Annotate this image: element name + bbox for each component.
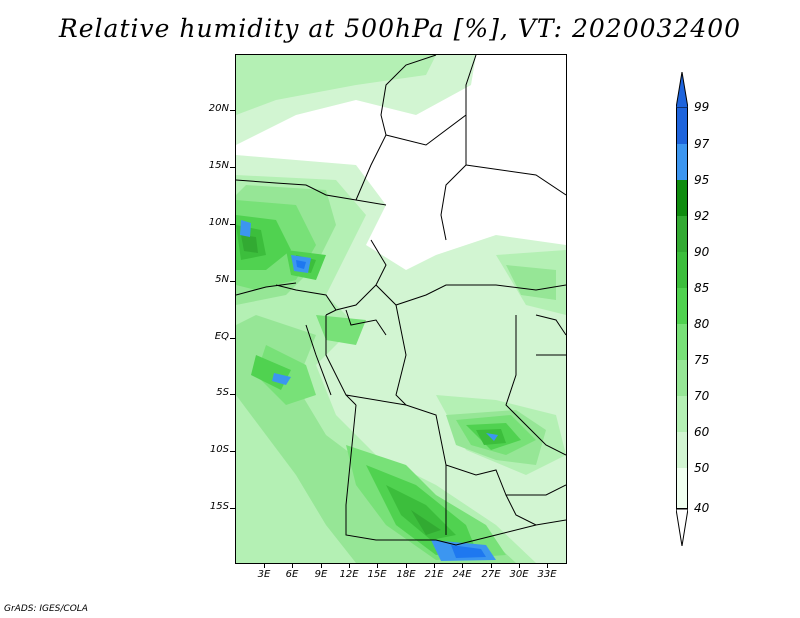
lon-tick xyxy=(321,563,322,568)
rh-97-contours xyxy=(296,260,486,558)
lon-label-6e: 6E xyxy=(285,569,299,580)
lon-label-24e: 24E xyxy=(452,569,472,580)
lon-label-18e: 18E xyxy=(396,569,416,580)
colorbar-label-92: 92 xyxy=(694,209,710,223)
colorbar-bottom-arrow xyxy=(676,508,688,546)
lon-label-21e: 21E xyxy=(424,569,444,580)
colorbar-label-70: 70 xyxy=(694,389,710,403)
colorbar-segment-60 xyxy=(676,396,688,433)
lon-tick xyxy=(292,563,293,568)
colorbar-segment-85 xyxy=(676,252,688,289)
colorbar-label-85: 85 xyxy=(694,281,710,295)
lon-label-12e: 12E xyxy=(339,569,359,580)
colorbar-label-90: 90 xyxy=(694,245,710,259)
lon-label-30e: 30E xyxy=(509,569,529,580)
humidity-field xyxy=(236,55,566,563)
colorbar-label-95: 95 xyxy=(694,173,710,187)
lon-tick xyxy=(462,563,463,568)
colorbar-segment-90 xyxy=(676,216,688,253)
lon-tick xyxy=(377,563,378,568)
lat-tick xyxy=(230,394,235,395)
colorbar-segment-70 xyxy=(676,360,688,397)
colorbar-label-75: 75 xyxy=(694,353,710,367)
lon-label-33e: 33E xyxy=(537,569,557,580)
colorbar-label-80: 80 xyxy=(694,317,710,331)
lon-tick xyxy=(547,563,548,568)
lat-label-10n: 10N xyxy=(208,217,229,228)
colorbar-label-40: 40 xyxy=(694,501,710,515)
lon-label-3e: 3E xyxy=(257,569,271,580)
lon-label-27e: 27E xyxy=(481,569,501,580)
lat-tick xyxy=(230,451,235,452)
colorbar-segment-97 xyxy=(676,108,688,145)
country-borders xyxy=(236,55,566,546)
lon-tick xyxy=(264,563,265,568)
map-panel xyxy=(235,54,567,564)
lat-tick xyxy=(230,224,235,225)
colorbar-segment-80 xyxy=(676,288,688,325)
lon-tick xyxy=(434,563,435,568)
rh-90-contours xyxy=(241,235,441,535)
colorbar-segment-75 xyxy=(676,324,688,361)
colorbar-segment-40 xyxy=(676,468,688,509)
lat-tick xyxy=(230,167,235,168)
lon-tick xyxy=(491,563,492,568)
chart-title: Relative humidity at 500hPa [%], VT: 202… xyxy=(58,14,742,43)
lat-tick xyxy=(230,508,235,509)
colorbar-top-arrow xyxy=(676,72,688,109)
colorbar-ends xyxy=(676,72,688,546)
lat-tick xyxy=(230,338,235,339)
lat-label-5s: 5S xyxy=(216,387,229,398)
lat-tick xyxy=(230,281,235,282)
colorbar-label-97: 97 xyxy=(694,137,710,151)
colorbar-label-99: 99 xyxy=(694,100,710,114)
lat-label-10s: 10S xyxy=(209,444,229,455)
lon-label-15e: 15E xyxy=(367,569,387,580)
lon-label-9e: 9E xyxy=(314,569,328,580)
lat-label-20n: 20N xyxy=(208,103,229,114)
colorbar-label-60: 60 xyxy=(694,425,710,439)
lat-label-15n: 15N xyxy=(208,160,229,171)
grads-credit: GrADS: IGES/COLA xyxy=(4,604,88,614)
colorbar-segment-92 xyxy=(676,180,688,217)
lon-tick xyxy=(519,563,520,568)
lat-label-eq: EQ xyxy=(214,331,229,342)
colorbar-segment-95 xyxy=(676,144,688,181)
lon-tick xyxy=(349,563,350,568)
colorbar-segment-50 xyxy=(676,432,688,469)
lat-tick xyxy=(230,110,235,111)
lat-label-5n: 5N xyxy=(215,274,229,285)
lon-tick xyxy=(406,563,407,568)
lat-label-15s: 15S xyxy=(209,501,229,512)
colorbar-label-50: 50 xyxy=(694,461,710,475)
